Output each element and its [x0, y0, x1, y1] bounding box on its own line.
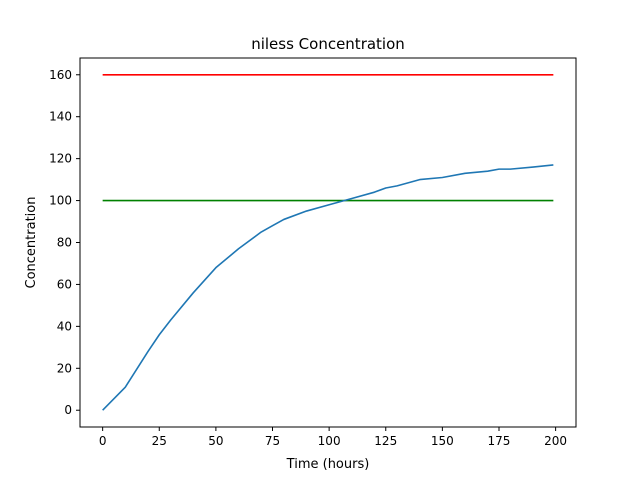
plot-frame: [79, 57, 577, 428]
y-tick-label: 40: [57, 319, 72, 333]
chart-title: niless Concentration: [251, 35, 405, 53]
y-tick-label: 160: [49, 68, 72, 82]
y-tick-label: 100: [49, 194, 72, 208]
x-tick-label: 75: [265, 434, 280, 448]
x-tick-label: 175: [488, 434, 511, 448]
x-tick-label: 25: [152, 434, 167, 448]
series-layer: [102, 73, 554, 411]
x-tick-label: 0: [99, 434, 107, 448]
x-tick-label: 150: [431, 434, 454, 448]
y-tick-label: 80: [57, 236, 72, 250]
y-axis-label: Concentration: [24, 197, 39, 289]
x-tick-label: 125: [374, 434, 397, 448]
y-tick-label: 0: [64, 403, 72, 417]
x-tick-label: 50: [208, 434, 223, 448]
x-axis: 0 25 50 75 100 125 150 175 200: [99, 427, 567, 448]
y-tick-label: 120: [49, 152, 72, 166]
x-tick-label: 200: [544, 434, 567, 448]
y-tick-label: 60: [57, 277, 72, 291]
y-tick-label: 140: [49, 110, 72, 124]
x-axis-label: Time (hours): [286, 457, 370, 472]
y-axis: 0 20 40 60 80 100 120 140 160: [49, 68, 80, 417]
series-line-2: [102, 164, 554, 411]
x-tick-label: 100: [318, 434, 341, 448]
y-tick-label: 20: [57, 361, 72, 375]
